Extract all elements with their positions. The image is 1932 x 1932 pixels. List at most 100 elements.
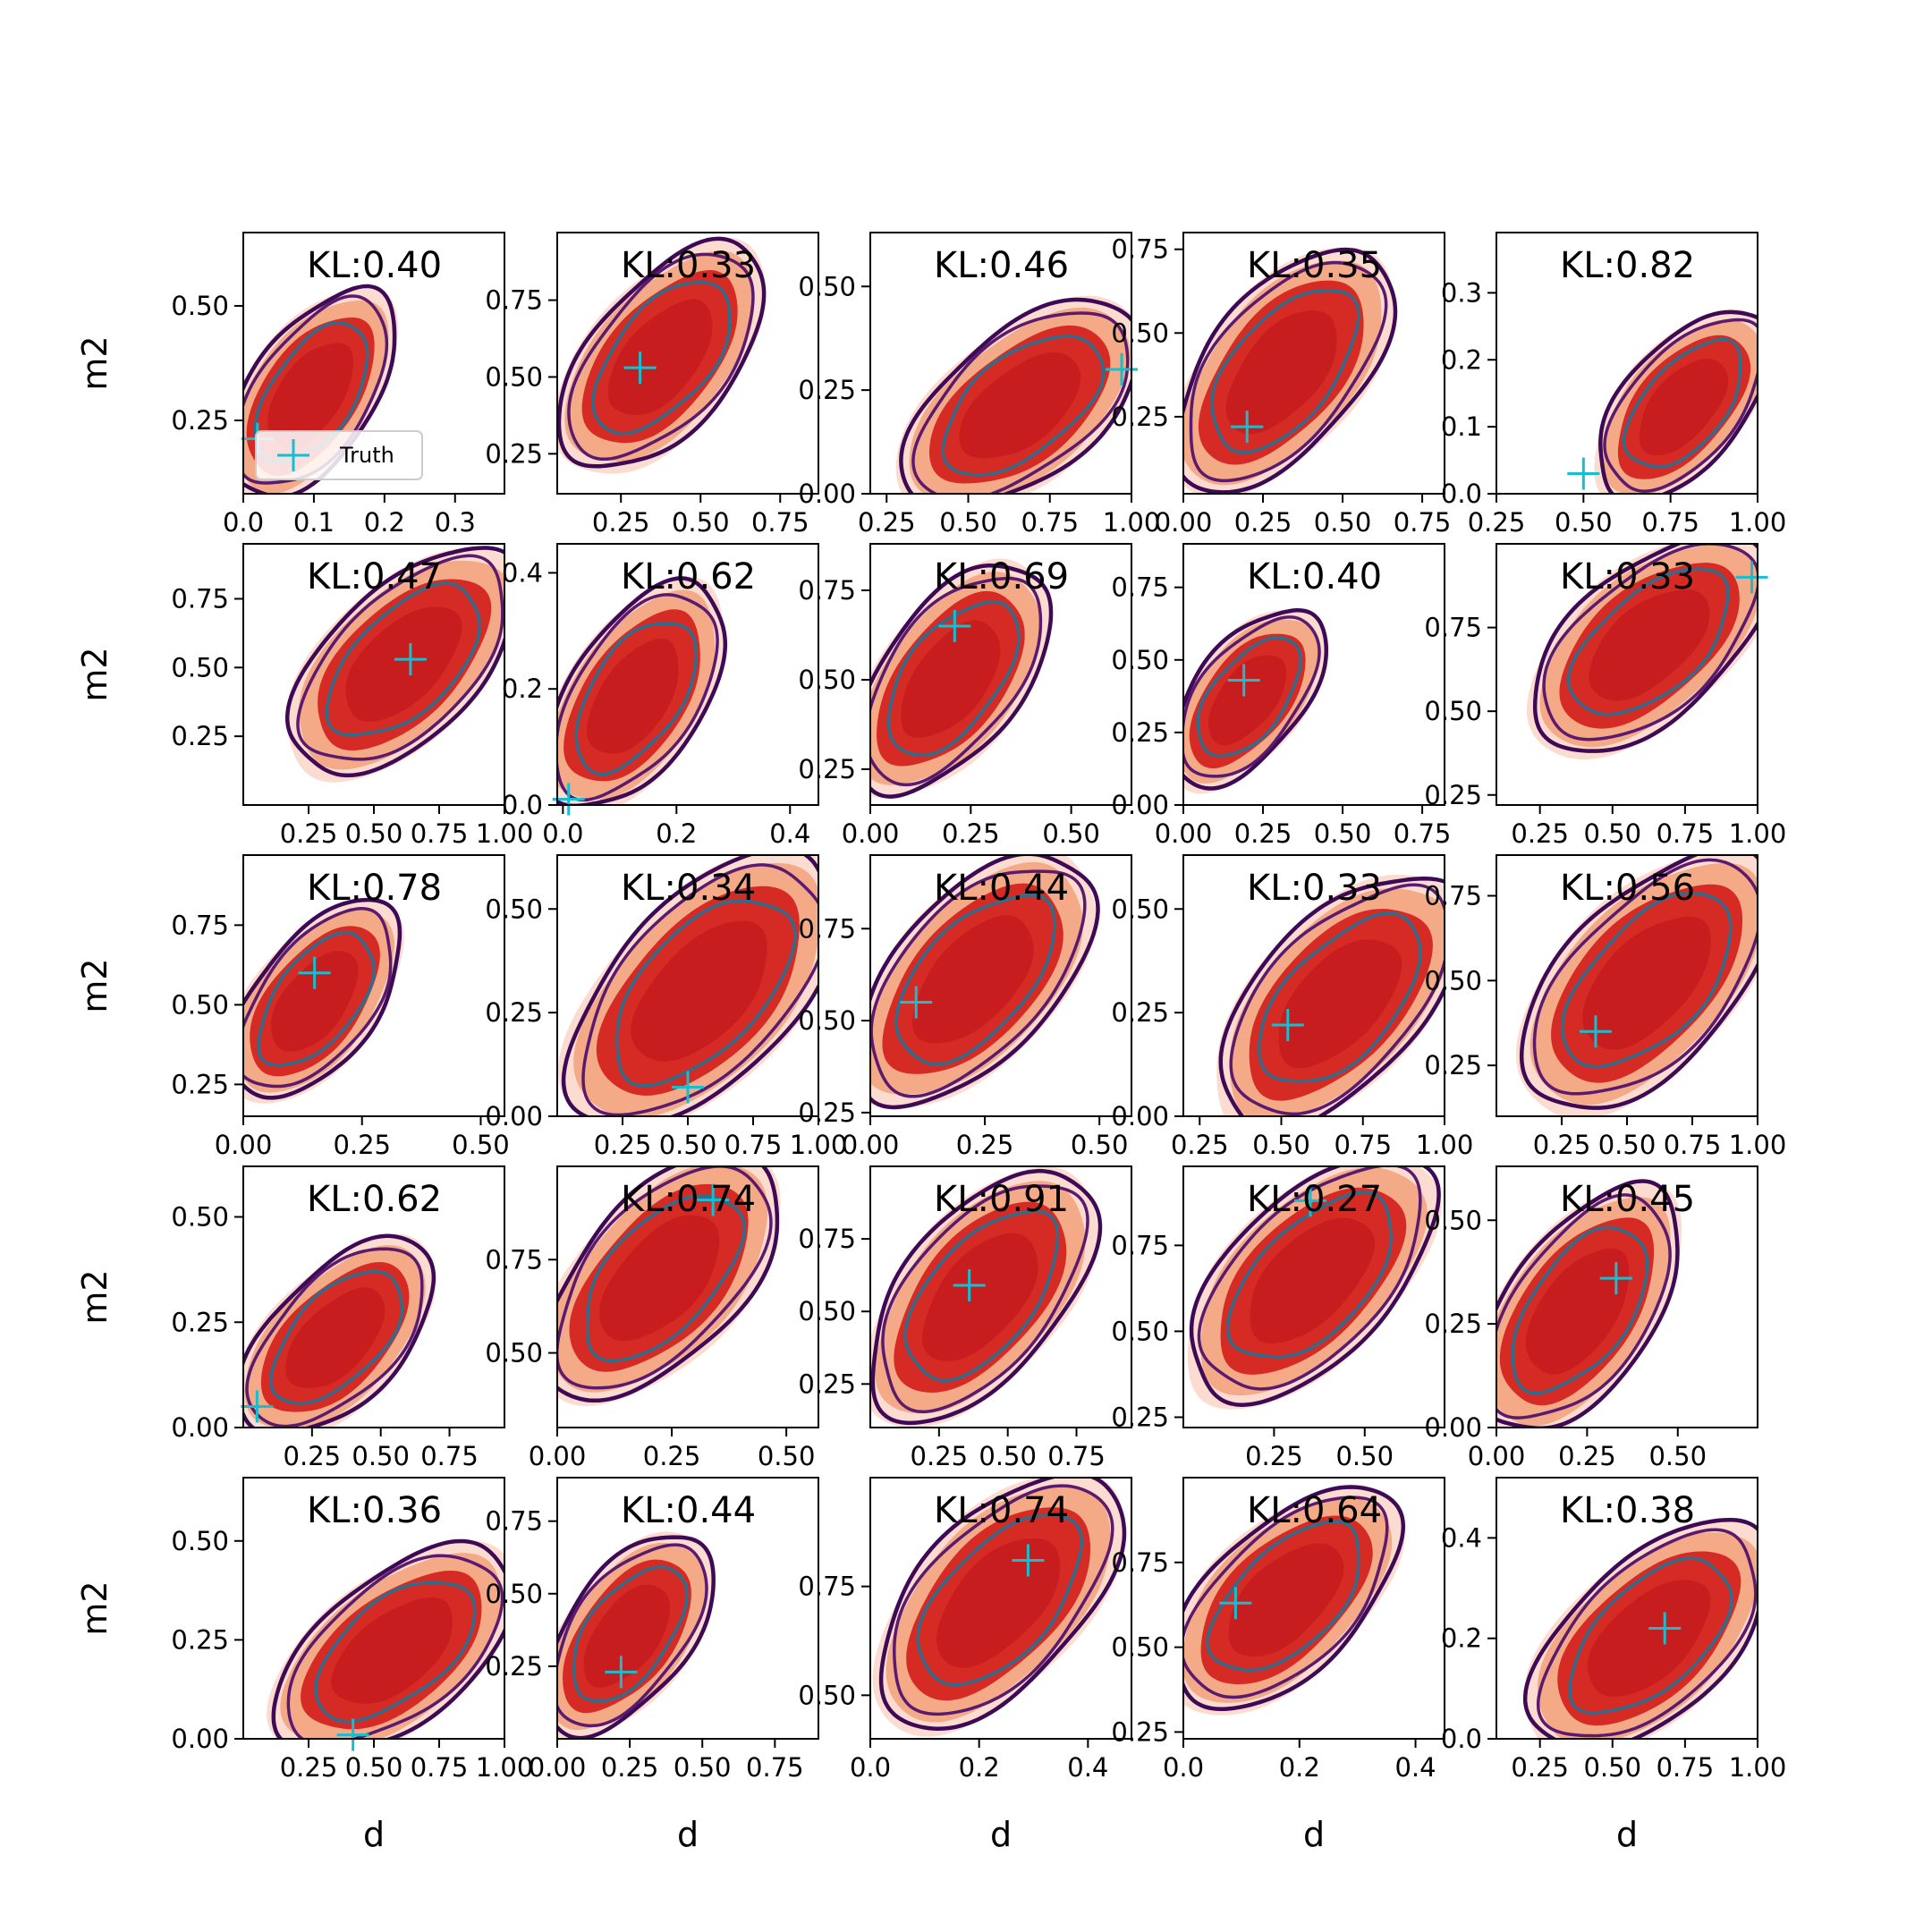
kl-label: KL:0.40 [1247,556,1382,597]
contour-line-mid [245,1247,424,1428]
axes-frame [1496,1477,1758,1740]
x-tick-label: 0.75 [1394,818,1452,849]
x-tick-label: 1.00 [1729,1752,1787,1783]
y-tick-label: 0.1 [1441,411,1482,442]
truth-marker [1579,1015,1612,1048]
y-tick-label: 0.75 [798,1224,856,1254]
contour-line-inner [574,622,699,776]
x-tick-label: 0.25 [1234,818,1292,849]
density-fill-core [1639,359,1729,456]
y-tick-label: 0.50 [798,1005,856,1036]
contour-line-outer [870,563,1054,799]
axes-frame [1496,1165,1758,1428]
contour-line-mid [567,252,755,462]
contour-line-inner [886,600,1021,758]
y-tick-label: 0.0 [1441,1724,1482,1754]
truth-marker [1648,1612,1682,1645]
truth-marker [1599,1262,1632,1295]
y-tick-label: 0.2 [1441,1623,1482,1654]
contour-line-inner [615,899,797,1088]
x-tick-label: 0.00 [1468,1441,1526,1471]
panel-r3c2: 0.25 0.50 0.75 0.25 0.50 0.75 KL:0.91 [798,1165,1132,1471]
x-tick-label: 0.75 [1657,1752,1715,1783]
x-tick-label: 0.2 [1279,1752,1320,1783]
kl-label: KL:0.78 [307,868,442,909]
y-tick-label: 0.25 [1111,1716,1169,1747]
y-tick-label: 0.50 [798,271,856,301]
y-tick-label: 0.00 [1111,790,1169,820]
posterior-density [557,236,767,474]
contour-line-inner [1206,1520,1360,1672]
x-axis-label: d [363,1815,385,1854]
contour-line-outer [557,1166,780,1403]
contour-line-mid [893,1484,1114,1716]
x-tick-label: 0.50 [979,1441,1037,1471]
kl-label: KL:0.44 [621,1490,756,1531]
density-fill-core [1582,916,1711,1050]
x-tick-label: 0.25 [1511,1752,1569,1783]
x-tick-label: 0.3 [435,507,476,538]
posterior-density [872,1478,1127,1737]
contour-line-mid [557,1543,708,1728]
panel-r3c0: 0.25 0.50 0.75 0.00 0.25 0.50 KL:0.62 m2 [75,1165,505,1471]
posterior-density [1183,608,1329,794]
x-axis-label: d [1616,1815,1638,1854]
posterior-density [284,546,504,783]
x-tick-label: 1.00 [790,1130,848,1160]
posterior-density [243,897,404,1104]
y-tick-label: 0.00 [798,479,856,509]
contour-line-inner [1258,911,1422,1083]
x-tick-label: 0.25 [956,1130,1014,1160]
contour-line-inner [257,930,376,1067]
y-tick-label: 0.50 [1424,965,1482,996]
x-tick-label: 0.50 [939,507,997,538]
contour-line-inner [1568,1556,1733,1715]
y-tick-label: 0.00 [171,1412,229,1443]
kl-label: KL:0.69 [934,556,1069,597]
x-tick-label: 0.25 [1558,1441,1616,1471]
kl-label: KL:0.74 [621,1179,756,1220]
x-axis-label: d [677,1815,699,1854]
truth-marker [1231,411,1264,444]
posterior-density [1515,855,1758,1116]
panel-r0c1: 0.25 0.50 0.75 0.25 0.50 0.75 KL:0.33 [485,232,819,538]
contour-line-outer [243,1233,436,1428]
y-tick-label: 0.25 [171,405,229,436]
x-tick-label: 0.75 [724,1130,783,1160]
y-tick-label: 0.50 [1424,696,1482,726]
y-tick-label: 0.75 [1111,572,1169,603]
truth-marker [605,1656,638,1689]
panel-r1c1: 0.0 0.2 0.4 0.0 0.2 0.4 KL:0.62 [502,543,819,849]
y-tick-label: 0.25 [798,375,856,405]
axes-frame [242,854,505,1117]
contour-line-outer [284,546,504,778]
truth-marker [953,1269,986,1302]
x-axis-label: d [990,1815,1012,1854]
posterior-density [1183,247,1398,494]
contour-line-inner [572,1565,689,1703]
axes-frame [242,232,505,495]
x-tick-label: 0.00 [1155,818,1213,849]
x-tick-label: 0.50 [1071,1130,1129,1160]
truth-marker [241,1390,274,1423]
y-tick-label: 0.50 [485,894,543,924]
axes-frame [1182,232,1445,495]
y-axis-label: m2 [75,958,114,1013]
y-tick-label: 0.4 [502,557,543,588]
x-tick-label: 0.00 [1155,507,1213,538]
contour-line-inner [1561,891,1733,1069]
y-tick-label: 0.75 [171,583,229,614]
x-tick-label: 0.00 [529,1441,587,1471]
kl-label: KL:0.35 [1247,245,1382,286]
panel-r4c4: 0.25 0.50 0.75 1.00 0.0 0.2 0.4 KL:0.38 d [1441,1477,1787,1854]
x-tick-label: 0.25 [1234,507,1292,538]
contour-line-mid [1532,858,1758,1096]
y-tick-label: 0.00 [1424,1412,1482,1443]
y-tick-label: 0.75 [485,1244,543,1275]
y-tick-label: 0.25 [1424,780,1482,810]
x-tick-label: 0.25 [601,1752,659,1783]
y-tick-label: 0.2 [502,674,543,704]
x-tick-label: 1.00 [1103,507,1161,538]
